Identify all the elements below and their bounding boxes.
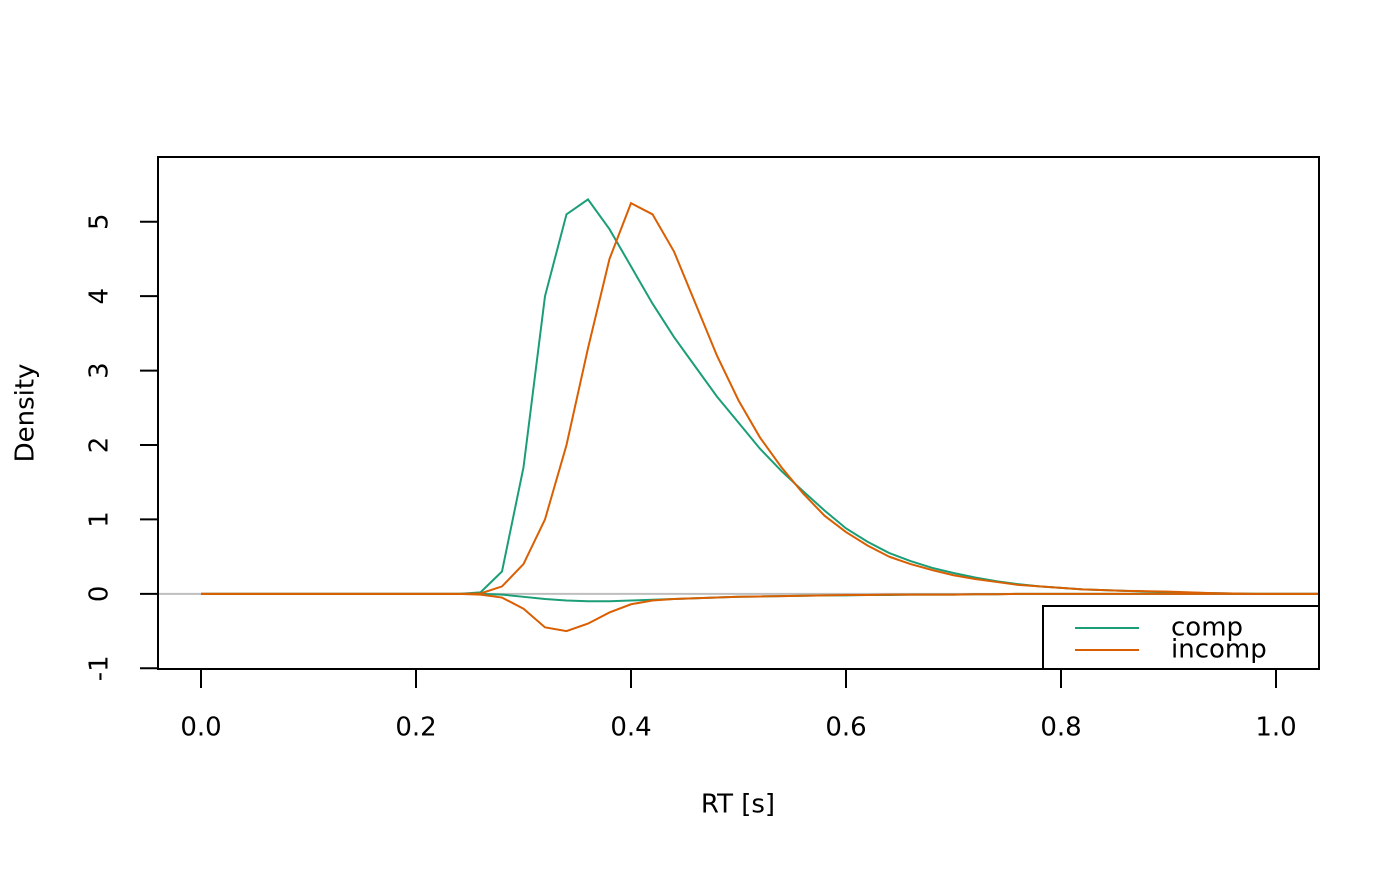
y-axis-label: Density: [11, 364, 41, 463]
x-axis-label: RT [s]: [701, 790, 775, 820]
x-tick-label: 0.4: [610, 713, 651, 743]
y-tick-label: 3: [85, 362, 115, 379]
error-density-line: [201, 592, 1319, 633]
x-tick-label: 0.8: [1040, 713, 1081, 743]
legend-label: incomp: [1171, 635, 1267, 665]
legend-label: comp: [1171, 613, 1243, 643]
x-tick-label: 0.2: [395, 713, 436, 743]
y-tick-label: 4: [85, 288, 115, 305]
y-tick-label: 0: [85, 586, 115, 603]
y-tick-label: 5: [85, 213, 115, 230]
y-tick-label: 1: [85, 511, 115, 528]
x-tick-label: 0.0: [180, 713, 221, 743]
x-tick-label: 0.6: [825, 713, 866, 743]
y-tick-label: 2: [85, 437, 115, 454]
plot-area: [201, 198, 1319, 633]
legend-box: [1042, 605, 1320, 670]
y-tick-label: -1: [85, 655, 115, 681]
plot-box: [157, 156, 1320, 670]
x-tick-label: 1.0: [1255, 713, 1296, 743]
